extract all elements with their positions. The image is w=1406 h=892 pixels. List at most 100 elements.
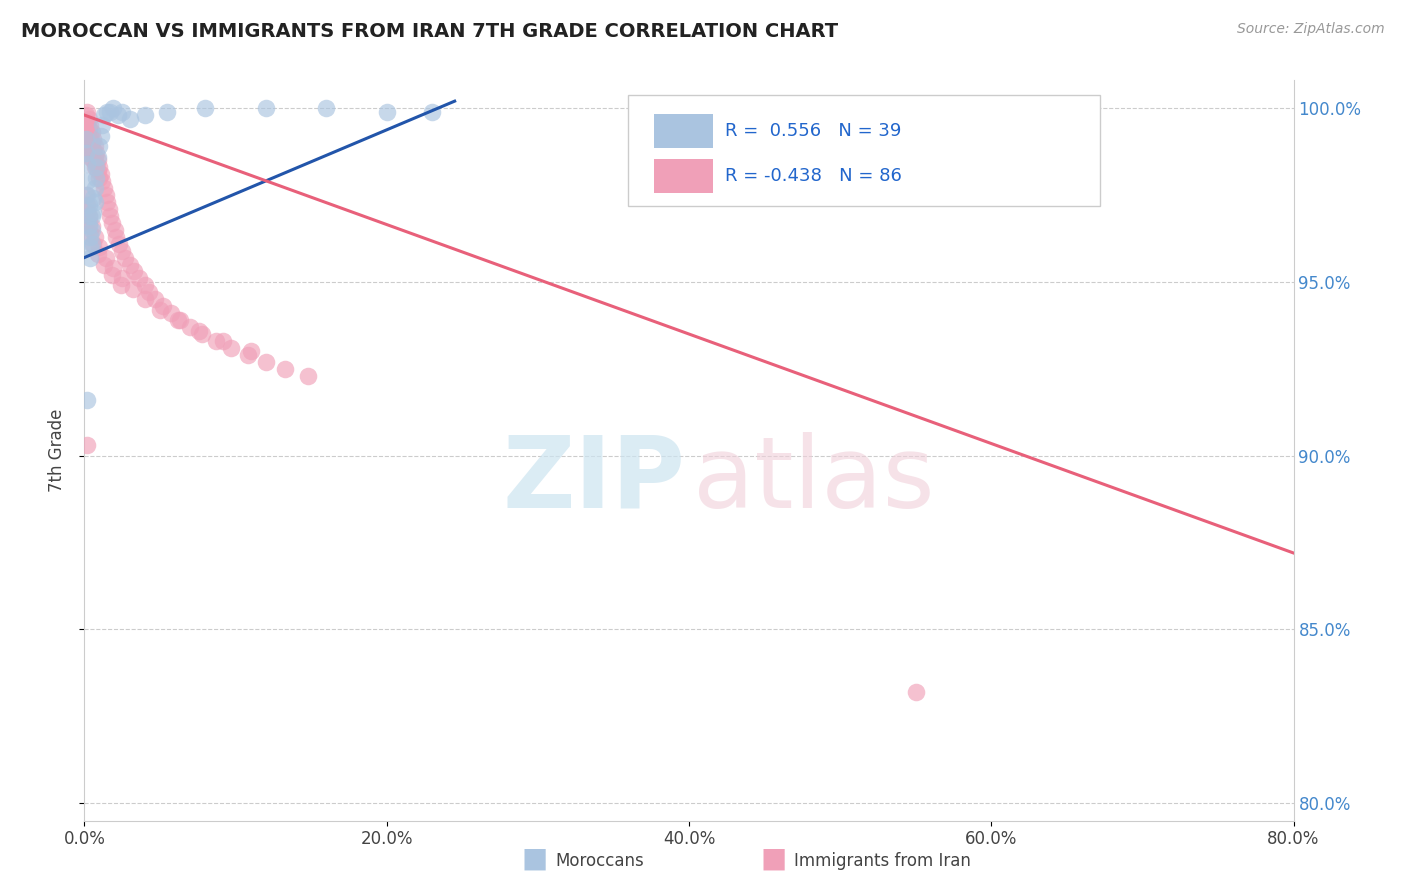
Point: [93, 258, 115, 272]
Point: [205, 334, 228, 348]
Point: [138, 285, 160, 300]
Point: [84, 139, 107, 153]
Point: [77, 216, 100, 230]
Point: [93, 181, 115, 195]
Point: [82, 191, 104, 205]
Point: [100, 268, 122, 282]
Point: [152, 299, 174, 313]
Point: [79, 226, 101, 240]
FancyBboxPatch shape: [654, 159, 713, 193]
Point: [82, 132, 104, 146]
Point: [80, 146, 103, 161]
Point: [420, 104, 443, 119]
Point: [75, 128, 97, 143]
Point: [87, 153, 110, 168]
Point: [89, 160, 111, 174]
Point: [82, 153, 104, 168]
Point: [98, 104, 121, 119]
Point: [239, 344, 262, 359]
Point: [274, 361, 297, 376]
Point: [156, 104, 179, 119]
Point: [108, 236, 131, 251]
Point: [149, 302, 172, 317]
Point: [86, 157, 108, 171]
Point: [84, 160, 107, 174]
FancyBboxPatch shape: [628, 95, 1099, 206]
Point: [76, 198, 98, 212]
Point: [80, 125, 103, 139]
Point: [254, 101, 277, 115]
Point: [77, 209, 100, 223]
Point: [77, 219, 100, 234]
Point: [80, 219, 103, 234]
Point: [111, 271, 134, 285]
Text: ■: ■: [761, 845, 786, 872]
Text: Source: ZipAtlas.com: Source: ZipAtlas.com: [1237, 22, 1385, 37]
Point: [77, 143, 100, 157]
Point: [86, 146, 108, 161]
Point: [79, 251, 101, 265]
Point: [79, 119, 101, 133]
Point: [134, 278, 156, 293]
Point: [80, 209, 103, 223]
Point: [75, 108, 97, 122]
Point: [87, 150, 110, 164]
Point: [111, 244, 134, 258]
Point: [82, 205, 104, 219]
Point: [212, 334, 235, 348]
Point: [75, 132, 97, 146]
Point: [75, 146, 97, 161]
Point: [76, 136, 98, 150]
Text: ■: ■: [522, 845, 547, 872]
Point: [121, 282, 143, 296]
Point: [96, 104, 118, 119]
Point: [97, 202, 120, 216]
Point: [84, 229, 107, 244]
Point: [110, 278, 132, 293]
Point: [75, 119, 97, 133]
Point: [82, 236, 104, 251]
Point: [104, 223, 127, 237]
Point: [315, 101, 337, 115]
Point: [87, 247, 110, 261]
Point: [94, 188, 117, 202]
Point: [79, 128, 101, 143]
Point: [84, 194, 107, 209]
Point: [76, 392, 98, 407]
Point: [90, 128, 112, 143]
Point: [89, 170, 111, 185]
Point: [75, 188, 97, 202]
Point: [167, 313, 190, 327]
Point: [90, 167, 112, 181]
Point: [191, 326, 214, 341]
Point: [76, 115, 98, 129]
Point: [107, 108, 129, 122]
Point: [100, 216, 122, 230]
Point: [76, 104, 98, 119]
Point: [122, 264, 145, 278]
Point: [76, 188, 98, 202]
Point: [87, 163, 110, 178]
Point: [84, 150, 107, 164]
Point: [904, 685, 927, 699]
Point: [79, 139, 101, 153]
Point: [188, 324, 211, 338]
Point: [77, 122, 100, 136]
Point: [96, 194, 118, 209]
Point: [101, 260, 124, 275]
Point: [79, 229, 101, 244]
Point: [105, 229, 128, 244]
Point: [84, 181, 107, 195]
Point: [114, 251, 136, 265]
Point: [91, 119, 114, 133]
Point: [128, 271, 150, 285]
Point: [254, 355, 277, 369]
Point: [101, 101, 124, 115]
Point: [98, 209, 121, 223]
Point: [80, 223, 103, 237]
Text: Immigrants from Iran: Immigrants from Iran: [794, 852, 972, 870]
Point: [118, 258, 141, 272]
Point: [86, 160, 108, 174]
Point: [179, 320, 201, 334]
Point: [297, 368, 319, 383]
